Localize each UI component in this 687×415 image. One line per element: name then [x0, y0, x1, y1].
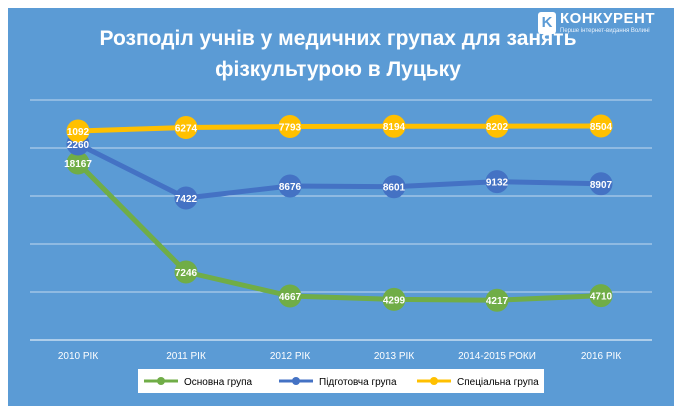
series-line	[75, 141, 604, 201]
legend-entry: Спеціальна група	[457, 377, 539, 388]
data-point	[589, 284, 613, 308]
data-point	[382, 287, 406, 311]
legend-entry: Підготовча група	[319, 377, 397, 388]
x-tick-label: 2013 РІК	[374, 351, 414, 362]
data-point	[382, 114, 406, 138]
data-point	[485, 114, 509, 138]
data-label: 7246	[175, 268, 198, 279]
logo-k-icon: K	[538, 12, 556, 34]
data-label: 4299	[383, 295, 406, 306]
data-label: 6274	[175, 124, 198, 135]
legend-marker	[292, 377, 300, 385]
data-point	[485, 288, 509, 312]
data-point	[174, 116, 198, 140]
x-tick-label: 2012 РІК	[270, 351, 310, 362]
logo: K КОНКУРЕНТ Перше інтернет-видання Волин…	[538, 10, 678, 40]
x-tick-label: 2016 РІК	[581, 351, 621, 362]
chart-title-line-2: фізкультурою в Луцьку	[215, 58, 461, 81]
data-label: 1092	[67, 127, 90, 138]
logo-tagline: Перше інтернет-видання Волині	[560, 28, 650, 34]
data-point	[589, 172, 613, 196]
legend-marker	[430, 377, 438, 385]
data-label: 7422	[175, 194, 198, 205]
series-line	[75, 160, 604, 303]
legend-entry: Основна група	[184, 377, 253, 388]
data-label: 8194	[383, 122, 406, 133]
legend-box	[138, 369, 544, 393]
data-label: 4710	[590, 292, 613, 303]
logo-name: КОНКУРЕНТ	[560, 10, 656, 27]
data-label: 8504	[590, 122, 613, 133]
data-label: 2260	[67, 140, 90, 151]
data-point	[382, 175, 406, 199]
x-tick-label: 2011 РІК	[166, 351, 206, 362]
data-label: 8202	[486, 122, 509, 133]
data-label: 9132	[486, 178, 509, 189]
data-point	[174, 186, 198, 210]
data-label: 4667	[279, 292, 302, 303]
x-tick-label: 2010 РІК	[58, 351, 98, 362]
x-tick-label: 2014-2015 РОКИ	[458, 351, 536, 362]
data-label: 4217	[486, 296, 509, 307]
data-point	[589, 114, 613, 138]
data-label: 8601	[383, 183, 406, 194]
data-label: 8907	[590, 180, 613, 191]
data-point	[278, 174, 302, 198]
data-point	[278, 284, 302, 308]
chart-title-line-1: Розподіл учнів у медичних групах для зан…	[99, 27, 577, 50]
data-point	[66, 119, 90, 143]
series-line	[75, 123, 604, 134]
data-point	[278, 114, 302, 138]
data-point	[174, 260, 198, 284]
legend-marker	[157, 377, 165, 385]
data-label: 7793	[279, 122, 302, 133]
data-point	[485, 170, 509, 194]
data-label: 18167	[64, 159, 92, 170]
data-label: 8676	[279, 182, 302, 193]
